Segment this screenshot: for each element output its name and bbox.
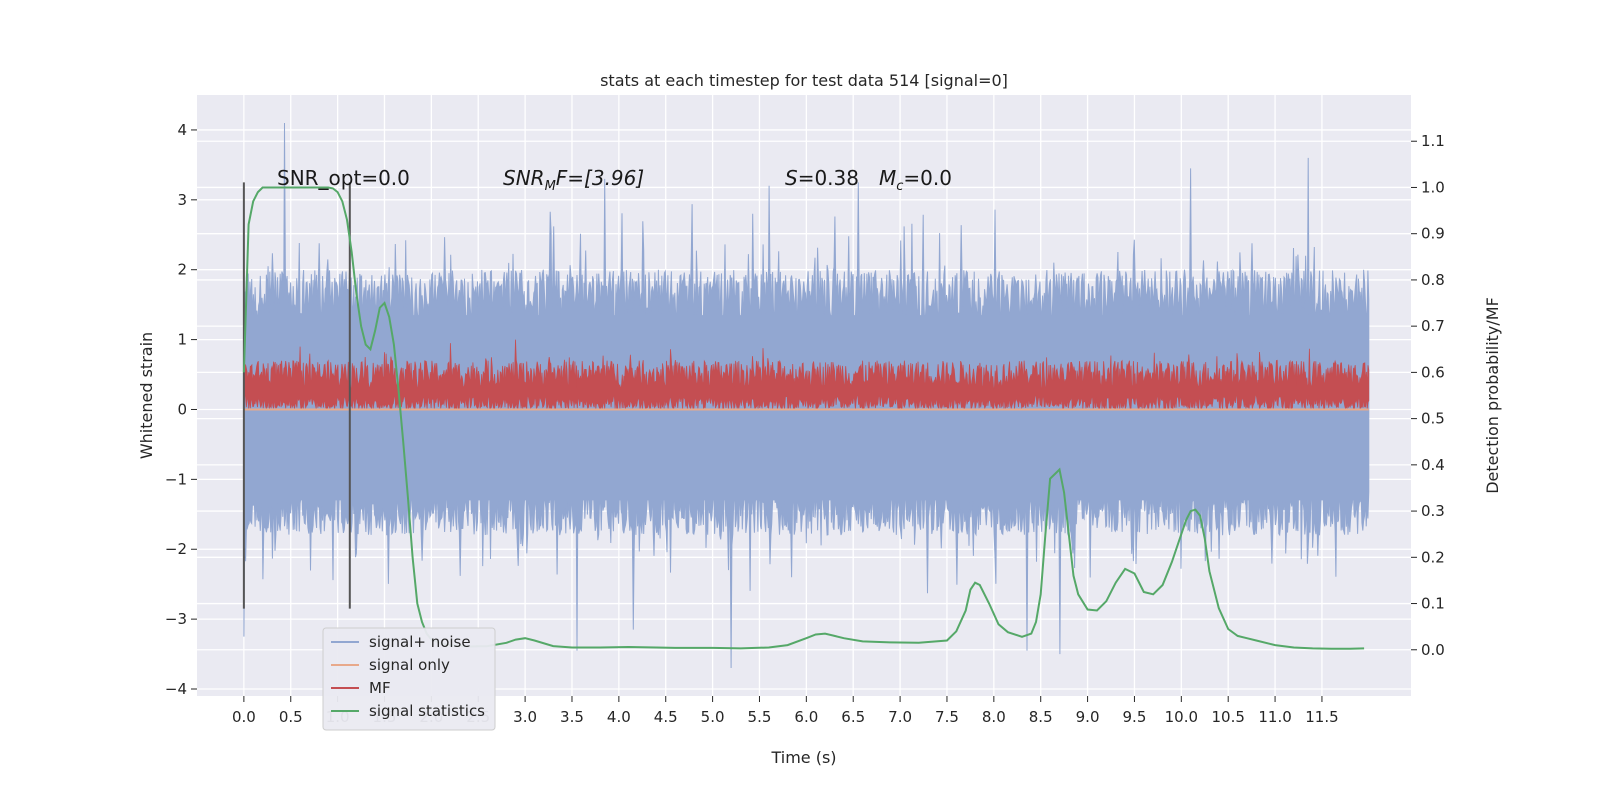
legend-entry-label: signal statistics [369, 702, 485, 720]
annotation-s-label: S [785, 166, 798, 190]
x-tick-label: 4.0 [607, 708, 631, 726]
x-tick-label: 7.5 [935, 708, 959, 726]
x-tick-label: 9.5 [1123, 708, 1147, 726]
x-tick-label: 0.0 [232, 708, 256, 726]
series-signal-statistics [242, 186, 1365, 650]
y-tick-label: −3 [165, 610, 187, 628]
x-tick-label: 8.5 [1029, 708, 1053, 726]
x-tick-label: 6.5 [841, 708, 865, 726]
x-tick-label: 8.0 [982, 708, 1006, 726]
y-right-tick-label: 1.1 [1421, 132, 1445, 150]
x-tick-label: 0.5 [279, 708, 303, 726]
legend-box [322, 627, 496, 731]
legend-entry-label: MF [369, 679, 391, 697]
x-tick-label: 5.5 [748, 708, 772, 726]
annotation-mc-base: M [879, 166, 896, 190]
y-tick-label: 1 [177, 331, 187, 349]
y-tick-label: 2 [177, 261, 187, 279]
y-tick-label: 3 [177, 191, 187, 209]
annotation-mc-sub: c [896, 179, 903, 194]
y-tick-label: 0 [177, 400, 187, 418]
series-signal-noise-core [243, 315, 1369, 501]
annotation-snr-mf: SNRMF=[3.96] [503, 166, 644, 194]
y-axis-label: Whitened strain [137, 332, 156, 459]
x-tick-label: 9.0 [1076, 708, 1100, 726]
annotation-mc: Mc=0.0 [879, 166, 952, 194]
legend-entry-label: signal only [369, 656, 450, 674]
y-right-tick-label: 0.6 [1421, 363, 1445, 381]
annotation-mc-value: =0.0 [903, 166, 952, 190]
legend-entry-label: signal+ noise [369, 633, 471, 651]
legend: signal+ noise signal only MF signal statist… [322, 627, 496, 731]
y-right-tick-label: 0.9 [1421, 225, 1445, 243]
y-right-tick-label: 0.2 [1421, 548, 1445, 566]
x-tick-label: 5.0 [701, 708, 725, 726]
x-tick-label: 11.5 [1305, 708, 1338, 726]
y-tick-label: −1 [165, 470, 187, 488]
series-mf [243, 339, 1370, 411]
x-tick-label: 7.0 [888, 708, 912, 726]
y-right-tick-label: 0.1 [1421, 595, 1445, 613]
annotation-snr-opt: SNR_opt=0.0 [277, 166, 410, 190]
y-right-tick-label: 0.5 [1421, 410, 1445, 428]
y-right-tick-label: 0.0 [1421, 641, 1445, 659]
x-tick-label: 10.0 [1165, 708, 1198, 726]
x-tick-label: 11.0 [1258, 708, 1291, 726]
data-layer [242, 122, 1370, 669]
y-right-tick-label: 0.4 [1421, 456, 1445, 474]
y-tick-label: −4 [165, 680, 187, 698]
x-tick-label: 4.5 [654, 708, 678, 726]
y-right-tick-label: 0.7 [1421, 317, 1445, 335]
y-right-tick-label: 1.0 [1421, 178, 1445, 196]
annotation-s-value: =0.38 [798, 166, 859, 190]
chart-title: stats at each timestep for test data 514… [600, 71, 1008, 90]
annotation-snr-mf-sub: M [545, 179, 556, 194]
y-axis-right-label: Detection probability/MF [1483, 297, 1502, 494]
x-tick-label: 6.0 [794, 708, 818, 726]
x-tick-label: 3.5 [560, 708, 584, 726]
y-tick-label: −2 [165, 540, 187, 558]
annotation-snr-mf-base: SNR [503, 166, 545, 190]
annotation-snr-mf-rest: F=[3.96] [556, 166, 644, 190]
x-tick-label: 10.5 [1211, 708, 1244, 726]
y-right-tick-label: 0.3 [1421, 502, 1445, 520]
y-right-tick-label: 0.8 [1421, 271, 1445, 289]
x-tick-label: 3.0 [513, 708, 537, 726]
x-axis-label: Time (s) [770, 748, 836, 767]
annotation-s: S=0.38 [785, 166, 859, 190]
y-tick-label: 4 [177, 121, 187, 139]
axes: 0.00.51.01.52.02.53.03.54.04.55.05.56.06… [165, 121, 1445, 726]
